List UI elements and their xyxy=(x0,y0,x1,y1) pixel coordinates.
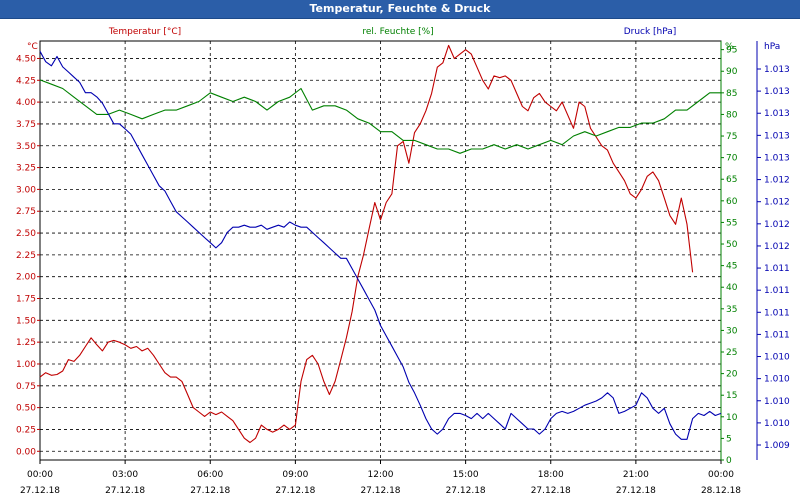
temperature-tick-label: 2.25 xyxy=(16,251,36,261)
x-tick-label-date: 27.12.18 xyxy=(531,486,571,496)
pressure-tick-label: 1.011 xyxy=(764,330,790,340)
humidity-tick-label: 40 xyxy=(726,283,738,293)
x-tick-label-date: 27.12.18 xyxy=(275,486,315,496)
pressure-tick-label: 1.012 xyxy=(764,176,790,186)
pressure-tick-label: 1.009 xyxy=(764,441,790,451)
x-tick-label-time: 03:00 xyxy=(112,470,138,480)
humidity-tick-label: 20 xyxy=(726,370,738,380)
temperature-tick-label: 3.25 xyxy=(16,164,36,174)
humidity-tick-label: 15 xyxy=(726,391,737,401)
humidity-tick-label: 5 xyxy=(726,434,732,444)
pressure-tick-label: 1.013 xyxy=(764,109,790,119)
humidity-tick-label: 0 xyxy=(726,456,732,466)
temperature-tick-label: 4.50 xyxy=(16,54,36,64)
x-tick-label-date: 27.12.18 xyxy=(105,486,145,496)
x-tick-label-time: 00:00 xyxy=(27,470,53,480)
pressure-unit-label: hPa xyxy=(764,42,780,52)
humidity-tick-label: 85 xyxy=(726,89,737,99)
x-tick-label-time: 00:00 xyxy=(708,470,734,480)
pressure-tick-label: 1.010 xyxy=(764,353,790,363)
humidity-tick-label: 65 xyxy=(726,175,737,185)
x-tick-label-time: 15:00 xyxy=(453,470,479,480)
x-tick-label-time: 12:00 xyxy=(368,470,394,480)
humidity-tick-label: 25 xyxy=(726,348,737,358)
x-tick-label-time: 18:00 xyxy=(538,470,564,480)
x-tick-label-time: 06:00 xyxy=(197,470,223,480)
pressure-tick-label: 1.010 xyxy=(764,419,790,429)
pressure-tick-label: 1.013 xyxy=(764,87,790,97)
x-tick-label-date: 27.12.18 xyxy=(20,486,60,496)
humidity-tick-label: 60 xyxy=(726,197,738,207)
temperature-unit-label: °C xyxy=(27,42,38,52)
humidity-tick-label: 10 xyxy=(726,413,738,423)
humidity-tick-label: 90 xyxy=(726,67,738,77)
x-tick-label-time: 09:00 xyxy=(282,470,308,480)
chart-title: Temperatur, Feuchte & Druck xyxy=(309,2,491,15)
series-line-temperature xyxy=(39,44,694,444)
temperature-tick-label: 1.00 xyxy=(16,360,36,370)
temperature-tick-label: 1.50 xyxy=(16,316,36,326)
temperature-tick-label: 2.50 xyxy=(16,229,36,239)
humidity-tick-label: 70 xyxy=(726,154,738,164)
pressure-tick-label: 1.013 xyxy=(764,65,790,75)
temperature-tick-label: 2.75 xyxy=(16,207,36,217)
temperature-tick-label: 1.75 xyxy=(16,295,36,305)
humidity-tick-label: 75 xyxy=(726,132,737,142)
temperature-tick-label: 1.25 xyxy=(16,338,36,348)
humidity-tick-label: 50 xyxy=(726,240,738,250)
x-tick-label-date: 27.12.18 xyxy=(190,486,230,496)
temperature-tick-label: 4.25 xyxy=(16,76,36,86)
temperature-tick-label: 4.00 xyxy=(16,98,36,108)
humidity-tick-label: 45 xyxy=(726,262,737,272)
temperature-tick-label: 0.00 xyxy=(16,447,36,457)
pressure-tick-label: 1.013 xyxy=(764,131,790,141)
temperature-tick-label: 2.00 xyxy=(16,273,36,283)
series-line-pressure xyxy=(39,51,722,440)
temperature-tick-label: 0.50 xyxy=(16,404,36,414)
temperature-tick-label: 0.25 xyxy=(16,425,36,435)
humidity-tick-label: 80 xyxy=(726,110,738,120)
humidity-unit-label: % xyxy=(725,42,734,52)
x-tick-label-date: 27.12.18 xyxy=(360,486,400,496)
chart-area: 00:00 27.12.18 03:00 27.12.18 06:00 27.12.18 0… xyxy=(16,27,790,496)
pressure-tick-label: 1.011 xyxy=(764,264,790,274)
pressure-series-label: Druck [hPa] xyxy=(624,27,677,37)
x-tick-label-date: 27.12.18 xyxy=(616,486,656,496)
pressure-tick-label: 1.012 xyxy=(764,198,790,208)
pressure-tick-label: 1.010 xyxy=(764,397,790,407)
humidity-tick-label: 30 xyxy=(726,326,738,336)
x-tick-label-date: 28.12.18 xyxy=(701,486,741,496)
temperature-tick-label: 3.00 xyxy=(16,185,36,195)
pressure-tick-label: 1.013 xyxy=(764,153,790,163)
temperature-tick-label: 0.75 xyxy=(16,382,36,392)
x-tick-label-date: 27.12.18 xyxy=(446,486,486,496)
pressure-tick-label: 1.011 xyxy=(764,308,790,318)
pressure-tick-label: 1.010 xyxy=(764,375,790,385)
pressure-tick-label: 1.012 xyxy=(764,242,790,252)
x-tick-label-time: 21:00 xyxy=(623,470,649,480)
pressure-tick-label: 1.012 xyxy=(764,220,790,230)
temperature-series-label: Temperatur [°C] xyxy=(108,27,181,37)
humidity-tick-label: 95 xyxy=(726,46,737,56)
temperature-tick-label: 3.50 xyxy=(16,142,36,152)
humidity-series-label: rel. Feuchte [%] xyxy=(362,27,433,37)
chart-title-bar: Temperatur, Feuchte & Druck xyxy=(0,0,800,19)
temperature-tick-label: 3.75 xyxy=(16,120,36,130)
pressure-tick-label: 1.011 xyxy=(764,286,790,296)
humidity-tick-label: 35 xyxy=(726,305,737,315)
series-line-humidity xyxy=(39,79,721,154)
humidity-tick-label: 55 xyxy=(726,218,737,228)
